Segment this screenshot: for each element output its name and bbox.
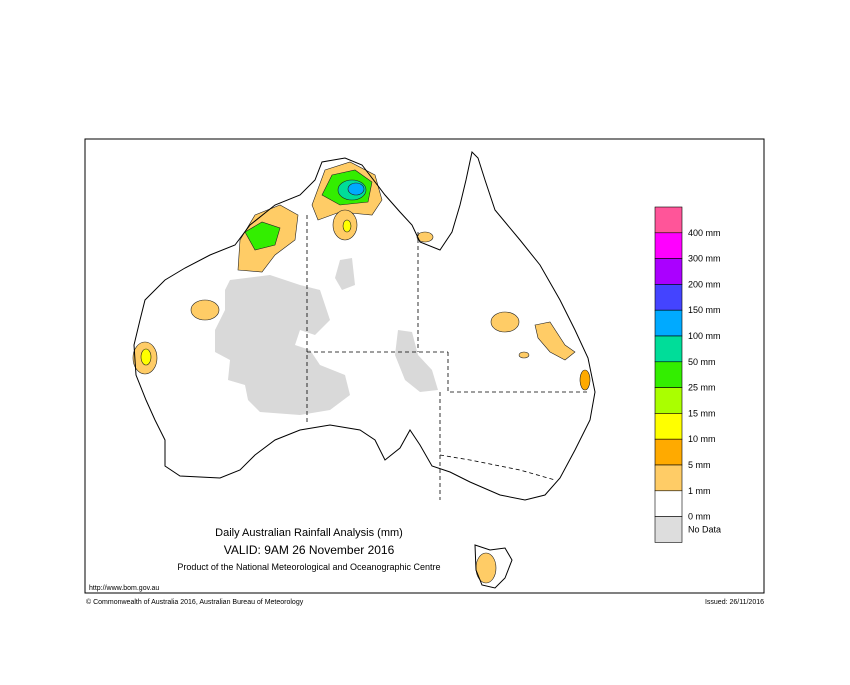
legend-label: 150 mm [688, 305, 721, 315]
legend-label: 1 mm [688, 486, 711, 496]
legend-label: 10 mm [688, 434, 716, 444]
tasmania-coast [474, 544, 513, 589]
legend-swatch [654, 258, 683, 285]
source-url: http://www.bom.gov.au [89, 585, 159, 592]
legend-swatch [654, 361, 683, 388]
legend-label: 0 mm [688, 512, 711, 522]
no-data-areas [215, 258, 438, 415]
legend-swatch [654, 438, 683, 466]
legend-label: 300 mm [688, 254, 721, 264]
mainland-coast [133, 150, 596, 501]
state-borders [306, 215, 590, 500]
legend-label: 400 mm [688, 228, 721, 238]
legend-swatch [654, 413, 683, 440]
valid-time: VALID: 9AM 26 November 2016 [224, 543, 395, 557]
legend-label: 200 mm [688, 279, 721, 289]
legend-swatch [654, 284, 683, 311]
legend-swatch [654, 490, 683, 517]
rainfall-areas [132, 161, 591, 584]
legend-label: 25 mm [688, 383, 716, 393]
map-title: Daily Australian Rainfall Analysis (mm) [215, 527, 403, 539]
legend-swatch [654, 232, 683, 259]
product-note: Product of the National Meteorological a… [177, 562, 440, 572]
legend-swatch [654, 387, 683, 414]
legend-swatch [654, 335, 683, 363]
legend-swatch [654, 206, 683, 234]
legend-label: 100 mm [688, 331, 721, 341]
copyright: © Commonwealth of Australia 2016, Austra… [86, 598, 304, 606]
legend-label: 50 mm [688, 357, 716, 367]
legend-swatch [654, 464, 683, 492]
legend-swatch [654, 516, 683, 543]
legend-label: 5 mm [688, 460, 711, 470]
legend-swatch [654, 309, 683, 337]
legend: 400 mm 300 mm 200 mm 150 mm 100 mm 50 mm 25 mm… [654, 206, 721, 543]
issued-date: Issued: 26/11/2016 [705, 599, 764, 606]
legend-label: 15 mm [688, 408, 716, 418]
legend-label: No Data [688, 525, 721, 535]
